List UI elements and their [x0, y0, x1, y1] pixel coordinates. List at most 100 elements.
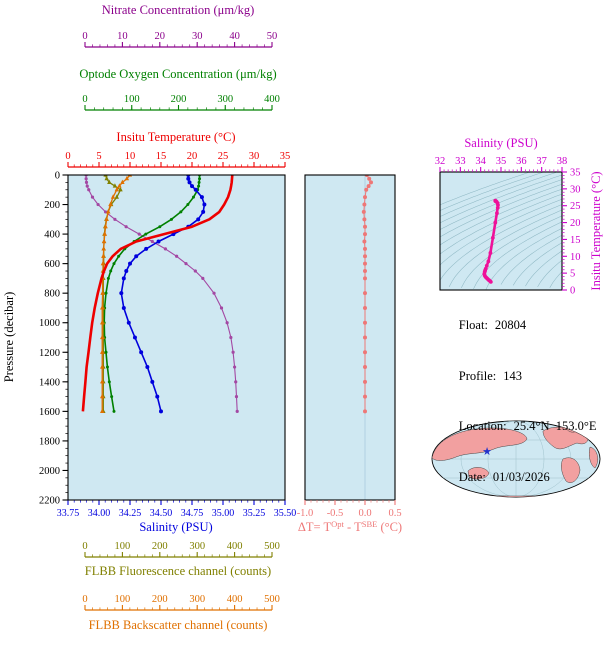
pressure-tick-label: 600 — [44, 259, 60, 270]
map-land-south-america — [561, 457, 581, 483]
location-label: Location: — [458, 419, 507, 434]
float-info-row: Profile: 143 — [440, 351, 597, 402]
salinity-axis: 33.75 34.00 34.25 34.50 34.75 35.00 35.25 35.50 — [57, 500, 297, 519]
float-label: Float: — [458, 317, 488, 332]
pressure-tick-label: 400 — [44, 230, 60, 241]
ts-salinity-tick-label: 38 — [557, 156, 568, 167]
delta-plot-bg — [305, 175, 395, 500]
ts-temperature-tick-label: 25 — [570, 201, 581, 212]
ts-salinity-tick-label: 37 — [536, 156, 547, 167]
nitrate-markers — [84, 175, 239, 413]
float-info: Float: 20804 Profile: 143 Location: 25.4°N … — [440, 300, 597, 503]
temperature-tick-label: 20 — [187, 151, 198, 162]
fluorescence-tick-label: 0 — [82, 541, 87, 552]
ts-temperature-tick-label: 30 — [570, 184, 581, 195]
pressure-tick-label: 2000 — [39, 466, 60, 477]
temperature-curve — [81, 175, 234, 412]
backscatter-tick-label: 300 — [189, 594, 205, 605]
delta-tick-label: 0.0 — [358, 508, 371, 519]
salinity-tick-label: 33.75 — [57, 508, 80, 519]
nitrate-tick-label: 40 — [229, 31, 240, 42]
temperature-tick-label: 25 — [218, 151, 229, 162]
oxygen-tick-label: 200 — [171, 94, 187, 105]
oxygen-tick-label: 300 — [217, 94, 233, 105]
salinity-tick-label: 34.50 — [150, 508, 173, 519]
fluorescence-tick-label: 500 — [264, 541, 280, 552]
fluorescence-tick-label: 400 — [227, 541, 243, 552]
nitrate-tick-label: 20 — [155, 31, 166, 42]
map-land-africa — [588, 446, 598, 469]
ts-salinity-tick-label: 32 — [435, 156, 446, 167]
backscatter-tick-label: 0 — [82, 594, 87, 605]
temperature-tick-label: 10 — [125, 151, 136, 162]
pressure-tick-label: 1600 — [39, 407, 60, 418]
ts-salinity-tick-label: 34 — [475, 156, 486, 167]
ts-temperature-axis-title: Insitu Temperature (°C) — [589, 171, 603, 290]
main-profile-plot — [67, 174, 286, 501]
delta-tick-label: 0.5 — [388, 508, 401, 519]
ts-diagram-plot: 32 33 34 35 36 37 38 0 5 10 15 20 25 30 35 — [435, 156, 581, 297]
temperature-tick-label: 35 — [280, 151, 291, 162]
backscatter-tick-label: 500 — [264, 594, 280, 605]
backscatter-tick-label: 100 — [115, 594, 131, 605]
oxygen-tick-label: 0 — [82, 94, 87, 105]
world-map: ★ — [431, 420, 601, 498]
delta-t-series — [361, 175, 373, 414]
temperature-axis-title: Insitu Temperature (°C) — [116, 130, 235, 144]
fluorescence-axis: 0 100 200 300 400 500 — [82, 541, 280, 558]
profile-curves — [81, 175, 239, 414]
nitrate-tick-label: 50 — [267, 31, 278, 42]
ts-temperature-tick-label: 10 — [570, 252, 581, 263]
ts-salinity-tick-label: 35 — [496, 156, 507, 167]
map-land-australia — [467, 467, 490, 480]
pressure-axis: 0 200 400 600 800 1000 1200 1400 1600 1800 2000 220… — [39, 171, 68, 507]
main-plot-frame — [67, 174, 286, 501]
date-value: 01/03/2026 — [492, 469, 550, 484]
oxygen-tick-label: 100 — [124, 94, 140, 105]
temperature-axis: 0 5 10 15 20 25 30 35 — [65, 151, 291, 168]
location-value: 25.4°N 153.0°E — [513, 419, 597, 434]
nitrate-tick-label: 30 — [192, 31, 203, 42]
pressure-tick-label: 1800 — [39, 436, 60, 447]
pressure-tick-label: 0 — [55, 171, 60, 182]
salinity-axis-title: Salinity (PSU) — [139, 520, 212, 534]
ts-salinity-axis-title: Salinity (PSU) — [464, 136, 537, 150]
temperature-tick-label: 30 — [249, 151, 260, 162]
date-label: Date: — [458, 469, 486, 484]
temperature-tick-label: 5 — [96, 151, 101, 162]
pressure-tick-label: 200 — [44, 200, 60, 211]
float-info-row: Location: 25.4°N 153.0°E — [440, 401, 597, 452]
backscatter-tick-label: 400 — [227, 594, 243, 605]
oxygen-tick-label: 400 — [264, 94, 280, 105]
float-location-star: ★ — [482, 446, 492, 458]
pressure-tick-label: 1200 — [39, 348, 60, 359]
salinity-tick-label: 34.25 — [119, 508, 142, 519]
nitrate-tick-label: 0 — [82, 31, 87, 42]
float-info-row: Date: 01/03/2026 — [440, 452, 597, 503]
fluorescence-axis-title: FLBB Fluorescence channel (counts) — [85, 564, 271, 578]
delta-t-axis-title: ΔT= TOpt - TSBE (°C) — [298, 519, 402, 534]
ts-salinity-tick-label: 36 — [516, 156, 527, 167]
pressure-tick-label: 2200 — [39, 496, 60, 507]
ts-temperature-tick-label: 5 — [570, 269, 575, 280]
pressure-tick-label: 1400 — [39, 377, 60, 388]
profile-value: 143 — [503, 368, 522, 383]
temperature-tick-label: 15 — [156, 151, 167, 162]
ts-temperature-tick-label: 0 — [570, 286, 575, 297]
delta-t-plot: -1.0 -0.5 0.0 0.5 — [297, 174, 402, 519]
salinity-tick-label: 35.00 — [212, 508, 235, 519]
backscatter-tick-label: 200 — [152, 594, 168, 605]
ts-salinity-tick-label: 33 — [455, 156, 466, 167]
oxygen-axis: 0 100 200 300 400 — [82, 94, 280, 111]
delta-tick-label: -1.0 — [297, 508, 314, 519]
float-value: 20804 — [494, 317, 527, 332]
pressure-tick-label: 800 — [44, 289, 60, 300]
float-info-row: Float: 20804 — [440, 300, 597, 351]
nitrate-tick-label: 10 — [117, 31, 128, 42]
delta-plot-frame — [304, 174, 396, 501]
map-land-eurasia — [432, 427, 528, 461]
salinity-tick-label: 35.50 — [274, 508, 297, 519]
